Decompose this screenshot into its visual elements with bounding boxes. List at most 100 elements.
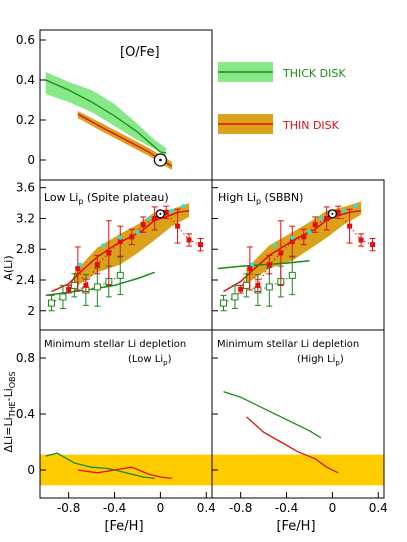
top-panel-label: [O/Fe] xyxy=(120,45,160,60)
cyan-point xyxy=(353,204,358,209)
red-filled-square xyxy=(175,223,181,229)
red-filled-square xyxy=(140,222,146,228)
mid-left-thick-line xyxy=(45,271,155,297)
red-filled-square xyxy=(106,250,112,256)
red-filled-square xyxy=(66,286,72,292)
legend-thin-label: THIN DISK xyxy=(282,119,340,132)
red-filled-square xyxy=(247,265,253,271)
green-open-square xyxy=(242,281,250,289)
bot-y-tick-label: 0.4 xyxy=(16,407,35,421)
cyan-point xyxy=(146,216,151,221)
green-open-square xyxy=(288,271,296,279)
bot-right-red-line xyxy=(245,416,339,474)
top-y-tick-label: 0.2 xyxy=(16,113,35,127)
red-filled-square xyxy=(75,265,81,271)
top-y-tick-label: 0 xyxy=(27,153,35,167)
cyan-point xyxy=(169,208,174,213)
green-open-square xyxy=(70,281,78,289)
mid-right-thick-line xyxy=(217,260,310,270)
thick-disk-band xyxy=(45,72,167,156)
thin-disk-band xyxy=(77,111,172,170)
mid-y-tick-label: 3.2 xyxy=(16,211,35,225)
x-tick-label: 0.4 xyxy=(369,501,388,515)
mid-left-thin-line xyxy=(51,210,190,293)
cyan-point xyxy=(290,235,295,240)
x-tick-label: 0 xyxy=(329,501,337,515)
green-open-square xyxy=(231,293,239,301)
bot-right-yellow-band xyxy=(212,454,384,486)
x-tick-label: -0.4 xyxy=(275,501,298,515)
cyan-point xyxy=(118,235,123,240)
sun-symbol-top-dot xyxy=(159,158,162,162)
bot-right-note: (High Lip) xyxy=(297,354,344,367)
bot-y-axis-label: ΔLi=LiTHE-LiOBS xyxy=(2,372,17,453)
cyan-point xyxy=(250,262,255,267)
red-filled-square xyxy=(255,282,261,288)
bot-left-green-line xyxy=(45,452,155,480)
x-tick-label: -0.4 xyxy=(103,501,126,515)
red-filled-square xyxy=(266,262,272,268)
bot-y-tick-label: 0.8 xyxy=(16,351,35,365)
red-filled-square xyxy=(301,234,307,240)
mid-left-band xyxy=(74,203,190,288)
green-open-square xyxy=(93,283,101,291)
cyan-point xyxy=(135,230,140,235)
green-open-square xyxy=(219,299,227,307)
bot-left-title: Minimum stellar Li depletion xyxy=(44,339,186,350)
red-filled-square xyxy=(289,239,295,245)
mid-right-label: High Lip (SBBN) xyxy=(218,191,303,206)
x-tick-label: 0 xyxy=(157,501,165,515)
mid-left-label: Low Lip (Spite plateau) xyxy=(44,191,169,206)
red-filled-square xyxy=(117,239,123,245)
green-open-square xyxy=(265,283,273,291)
red-filled-square xyxy=(186,237,192,243)
cyan-point xyxy=(181,204,186,209)
green-open-square xyxy=(116,271,124,279)
red-filled-square xyxy=(324,215,330,221)
bot-left-note: (Low Lip) xyxy=(128,354,172,367)
red-filled-square xyxy=(278,250,284,256)
bot-y-tick-label: 0 xyxy=(27,463,35,477)
x-tick-label: -0.8 xyxy=(229,501,252,515)
red-filled-square xyxy=(312,222,318,228)
cyan-point xyxy=(78,262,83,267)
x-axis-label-right: [Fe/H] xyxy=(276,519,315,534)
mid-y-tick-label: 2 xyxy=(27,304,35,318)
red-filled-square xyxy=(358,237,364,243)
x-tick-label: 0.4 xyxy=(197,501,216,515)
mid-y-axis-label: A(Li) xyxy=(2,255,15,280)
x-tick-label: -0.8 xyxy=(57,501,80,515)
bot-left-yellow-band xyxy=(40,454,212,486)
green-open-square xyxy=(59,293,67,301)
red-filled-square xyxy=(335,209,341,215)
x-axis-label-left: [Fe/H] xyxy=(104,519,143,534)
red-filled-square xyxy=(83,282,89,288)
cyan-point xyxy=(307,230,312,235)
red-filled-square xyxy=(94,262,100,268)
bot-left-red-line xyxy=(77,466,172,480)
red-filled-square xyxy=(238,286,244,292)
top-y-tick-label: 0.4 xyxy=(16,73,35,87)
cyan-point xyxy=(341,208,346,213)
top-y-tick-label: 0.6 xyxy=(16,33,35,47)
bot-right-title: Minimum stellar Li depletion xyxy=(217,339,359,350)
thick-disk-line xyxy=(45,79,167,154)
cyan-point xyxy=(318,216,323,221)
mid-right-thin-line xyxy=(223,210,362,293)
cyan-point xyxy=(101,243,106,248)
red-filled-square xyxy=(347,223,353,229)
legend-thick-label: THICK DISK xyxy=(282,67,346,80)
mid-y-tick-label: 2.4 xyxy=(16,273,35,287)
red-filled-square xyxy=(152,215,158,221)
red-filled-square xyxy=(370,242,376,248)
mid-y-tick-label: 3.6 xyxy=(16,181,35,195)
green-open-square xyxy=(47,299,55,307)
red-filled-square xyxy=(163,209,169,215)
red-filled-square xyxy=(198,242,204,248)
red-filled-square xyxy=(129,234,135,240)
bot-right-green-line xyxy=(223,390,322,439)
sun-symbol-mid-dot xyxy=(331,212,334,215)
sun-symbol-mid-dot xyxy=(159,212,162,215)
cyan-point xyxy=(273,243,278,248)
